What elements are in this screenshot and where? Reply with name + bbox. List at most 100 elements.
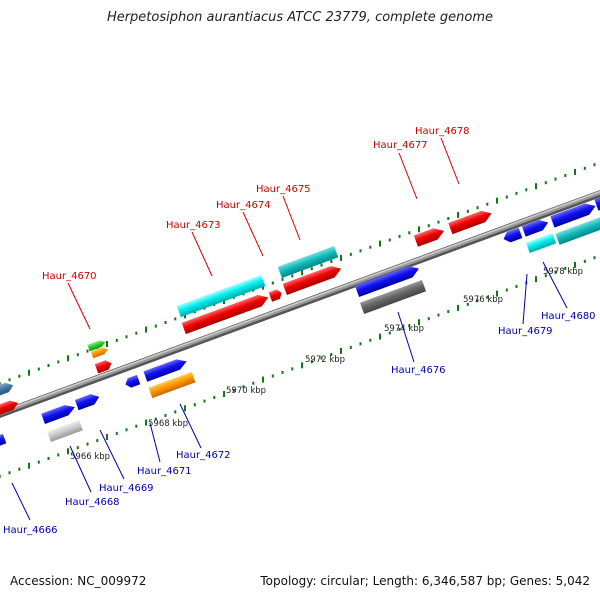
gene-glyph xyxy=(550,203,596,228)
major-tick xyxy=(106,434,108,440)
minor-tick xyxy=(525,188,528,192)
callout-lines xyxy=(11,137,568,521)
gene-labels: Haur_4670 Haur_4673 Haur_4674 Haur_4675 … xyxy=(3,126,596,536)
kbp-label: 5966 kbp xyxy=(70,452,110,462)
kbp-scale: 5966 kbp 5968 kbp 5970 kbp 5972 kbp 5974… xyxy=(70,267,583,462)
minor-tick xyxy=(115,338,118,342)
gene-glyph xyxy=(90,347,108,359)
gene-glyph xyxy=(413,228,445,247)
minor-tick xyxy=(135,331,138,335)
minor-tick xyxy=(544,274,547,278)
minor-tick xyxy=(115,431,118,435)
gene-glyph xyxy=(143,359,187,382)
minor-tick xyxy=(47,457,50,460)
major-tick xyxy=(457,211,459,218)
gene-glyph xyxy=(282,266,342,295)
minor-tick xyxy=(47,364,50,367)
major-tick xyxy=(379,333,381,340)
gene-glyph xyxy=(503,227,523,243)
major-tick xyxy=(262,376,264,383)
gene-glyph xyxy=(0,400,19,416)
minor-tick xyxy=(330,260,333,263)
major-tick xyxy=(496,290,498,297)
major-tick xyxy=(535,276,537,283)
gene-label-haur-4671: Haur_4671 xyxy=(137,466,192,477)
minor-tick xyxy=(427,317,430,321)
gene-glyph xyxy=(354,266,419,298)
minor-tick xyxy=(320,356,323,360)
major-tick xyxy=(301,362,303,369)
minor-tick xyxy=(271,281,274,285)
minor-tick xyxy=(564,174,567,177)
minor-tick xyxy=(505,288,508,292)
accession-text: Accession: NC_009972 xyxy=(10,574,147,588)
gene-glyph xyxy=(47,419,83,443)
minor-tick xyxy=(164,321,167,324)
minor-tick xyxy=(369,245,372,249)
minor-tick xyxy=(8,378,11,382)
minor-tick xyxy=(86,349,89,353)
minor-tick xyxy=(8,471,11,475)
gene-label-haur-4668: Haur_4668 xyxy=(65,497,120,508)
major-tick xyxy=(379,240,381,247)
major-tick xyxy=(496,197,498,204)
major-tick xyxy=(340,254,342,261)
gene-glyph xyxy=(277,246,339,278)
minor-tick xyxy=(86,442,89,446)
kbp-label: 5978 kbp xyxy=(543,267,583,277)
minor-tick xyxy=(164,414,167,417)
minor-tick xyxy=(398,327,401,331)
minor-tick xyxy=(408,324,411,328)
minor-tick xyxy=(466,209,469,213)
genome-backbone xyxy=(0,189,600,419)
minor-tick xyxy=(486,202,489,206)
gene-glyph xyxy=(148,371,196,399)
gene-label-haur-4670: Haur_4670 xyxy=(42,271,97,282)
minor-tick xyxy=(476,206,479,210)
gene-glyph xyxy=(94,360,112,374)
gene-glyph xyxy=(525,233,557,253)
minor-tick xyxy=(291,367,294,371)
minor-tick xyxy=(96,439,99,443)
major-tick xyxy=(28,462,30,469)
major-tick xyxy=(418,319,420,326)
minor-tick xyxy=(593,163,596,167)
gene-label-haur-4666: Haur_4666 xyxy=(3,525,58,536)
gene-label-haur-4669: Haur_4669 xyxy=(99,483,154,494)
minor-tick xyxy=(564,267,567,270)
minor-tick xyxy=(437,220,440,224)
minor-tick xyxy=(330,353,333,356)
gene-glyph xyxy=(268,289,282,302)
gene-glyph xyxy=(41,405,75,425)
minor-tick xyxy=(135,424,138,428)
minor-tick xyxy=(252,381,255,385)
minor-tick xyxy=(213,396,216,399)
minor-tick xyxy=(408,231,411,235)
minor-tick xyxy=(271,374,274,378)
minor-tick xyxy=(427,224,430,228)
gene-label-haur-4674: Haur_4674 xyxy=(216,200,271,211)
major-tick xyxy=(574,168,576,175)
minor-tick xyxy=(291,274,294,278)
gene-glyph xyxy=(0,382,14,398)
minor-tick xyxy=(349,345,352,349)
gene-label-haur-4676: Haur_4676 xyxy=(391,365,446,376)
minor-tick xyxy=(154,324,157,328)
minor-tick xyxy=(242,385,245,389)
minor-tick xyxy=(281,370,284,374)
major-tick xyxy=(340,347,342,354)
kbp-label: 5972 kbp xyxy=(305,355,345,365)
minor-tick xyxy=(0,474,1,478)
minor-tick xyxy=(57,453,60,457)
major-tick xyxy=(223,391,225,397)
gene-glyph xyxy=(594,196,600,211)
gene-label-haur-4675: Haur_4675 xyxy=(256,184,311,195)
minor-tick xyxy=(174,410,177,414)
minor-tick xyxy=(349,252,352,256)
lower-tick-row xyxy=(0,256,596,478)
gene-label-haur-4672: Haur_4672 xyxy=(176,450,231,461)
minor-tick xyxy=(369,338,372,342)
major-tick xyxy=(28,369,30,376)
minor-tick xyxy=(544,181,547,185)
